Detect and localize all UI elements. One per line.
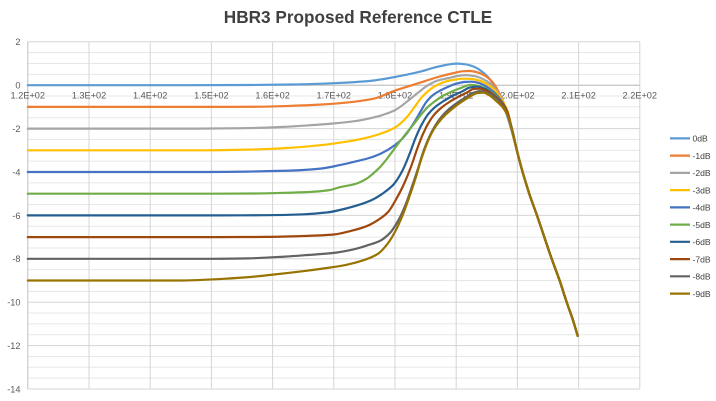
svg-text:1.4E+02: 1.4E+02 — [133, 91, 168, 101]
svg-text:-9dB: -9dB — [693, 289, 711, 299]
svg-text:2.0E+02: 2.0E+02 — [500, 91, 535, 101]
svg-text:-2: -2 — [12, 124, 20, 134]
svg-text:-5dB: -5dB — [693, 220, 711, 230]
svg-text:-1dB: -1dB — [693, 151, 711, 161]
svg-text:1.5E+02: 1.5E+02 — [194, 91, 229, 101]
svg-text:1.3E+02: 1.3E+02 — [72, 91, 107, 101]
svg-text:-12: -12 — [7, 341, 20, 351]
svg-text:2.2E+02: 2.2E+02 — [623, 91, 658, 101]
svg-text:1.8E+02: 1.8E+02 — [378, 91, 413, 101]
svg-text:-6dB: -6dB — [693, 237, 711, 247]
svg-text:1.9E+02: 1.9E+02 — [439, 91, 474, 101]
svg-text:-4: -4 — [12, 167, 20, 177]
svg-text:2.1E+02: 2.1E+02 — [561, 91, 596, 101]
svg-text:-6: -6 — [12, 211, 20, 221]
svg-text:-8dB: -8dB — [693, 272, 711, 282]
svg-text:-2dB: -2dB — [693, 168, 711, 178]
svg-text:0dB: 0dB — [693, 134, 709, 144]
svg-text:0: 0 — [15, 81, 20, 91]
svg-text:-8: -8 — [12, 254, 20, 264]
svg-text:-10: -10 — [7, 298, 20, 308]
svg-text:-4dB: -4dB — [693, 203, 711, 213]
svg-text:-3dB: -3dB — [693, 185, 711, 195]
svg-text:HBR3 Proposed Reference CTLE: HBR3 Proposed Reference CTLE — [224, 7, 492, 27]
svg-text:-14: -14 — [7, 384, 20, 394]
svg-text:1.2E+02: 1.2E+02 — [11, 91, 46, 101]
svg-text:2: 2 — [15, 37, 20, 47]
svg-text:1.7E+02: 1.7E+02 — [317, 91, 352, 101]
svg-text:-7dB: -7dB — [693, 254, 711, 264]
svg-text:1.6E+02: 1.6E+02 — [255, 91, 290, 101]
